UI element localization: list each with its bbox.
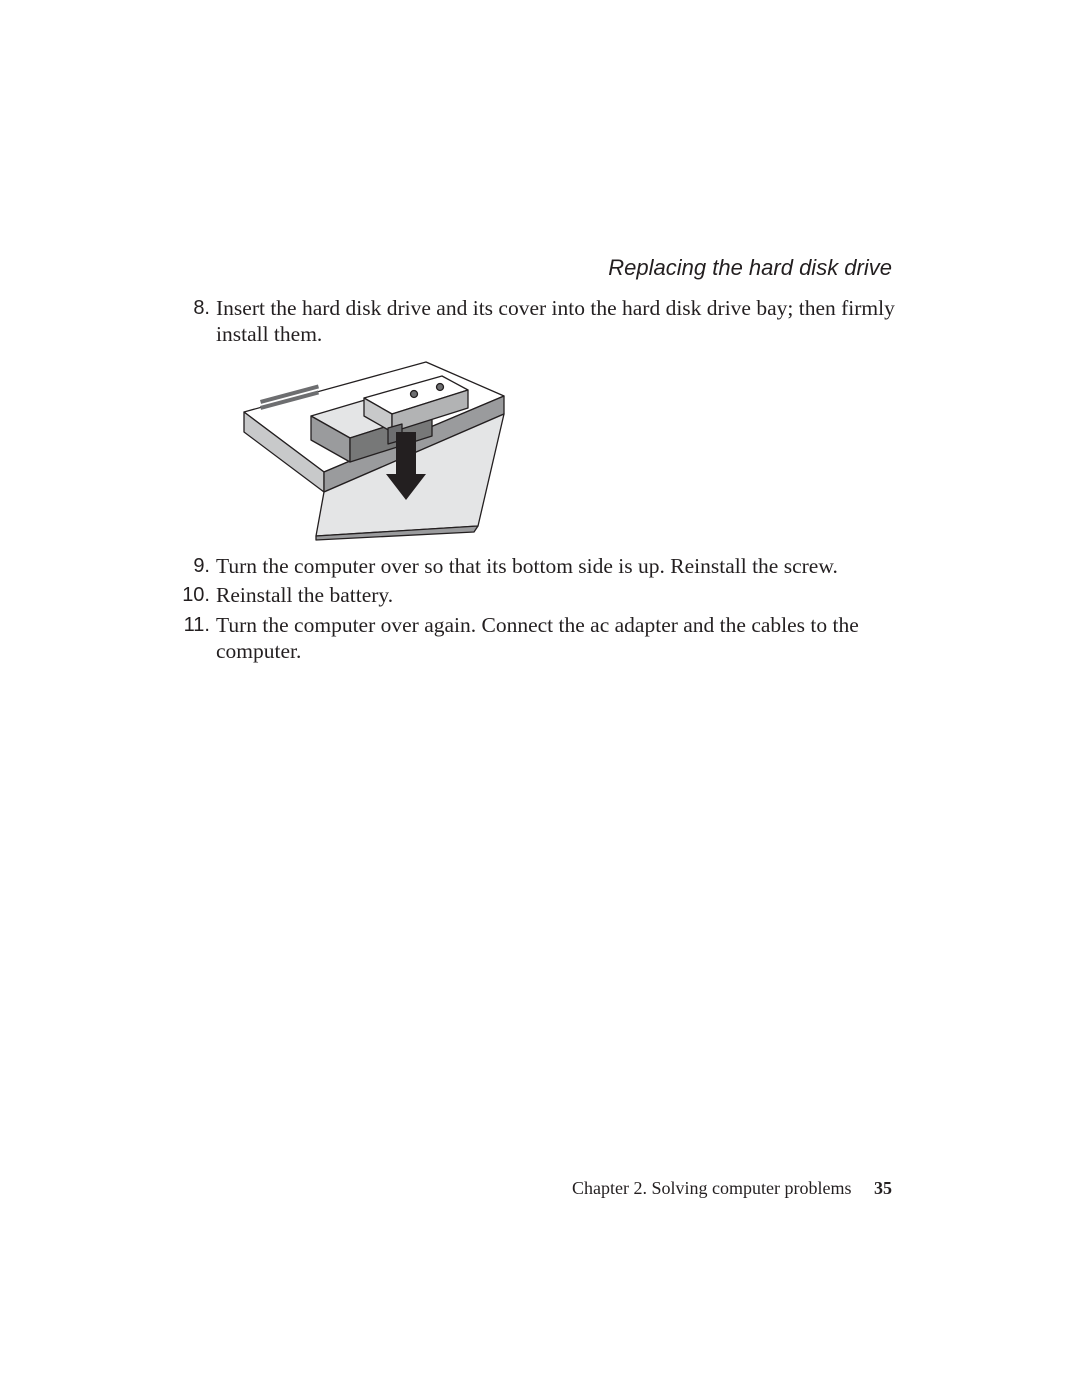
step-text: Turn the computer over again. Connect th… — [216, 613, 859, 663]
running-head: Replacing the hard disk drive — [608, 255, 892, 281]
step-number: 8. — [176, 296, 210, 320]
page-footer: Chapter 2. Solving computer problems 35 — [572, 1178, 892, 1199]
footer-chapter: Chapter 2. Solving computer problems — [572, 1178, 851, 1198]
step-10: 10. Reinstall the battery. — [176, 583, 916, 609]
step-number: 10. — [176, 583, 210, 607]
step-9: 9. Turn the computer over so that its bo… — [176, 554, 916, 580]
step-11: 11. Turn the computer over again. Connec… — [176, 613, 916, 665]
steps-list: 8. Insert the hard disk drive and its co… — [176, 296, 916, 665]
step-text: Insert the hard disk drive and its cover… — [216, 296, 895, 346]
laptop-hdd-illustration-icon — [216, 354, 511, 544]
figure-item — [176, 354, 916, 544]
page-number: 35 — [874, 1178, 892, 1198]
step-number: 9. — [176, 554, 210, 578]
content-block: 8. Insert the hard disk drive and its co… — [176, 296, 916, 669]
page: Replacing the hard disk drive 8. Insert … — [0, 0, 1080, 1397]
step-number: 11. — [176, 613, 210, 637]
hdd-insert-figure — [216, 354, 916, 544]
step-text: Reinstall the battery. — [216, 583, 393, 607]
step-text: Turn the computer over so that its botto… — [216, 554, 838, 578]
step-8: 8. Insert the hard disk drive and its co… — [176, 296, 916, 348]
